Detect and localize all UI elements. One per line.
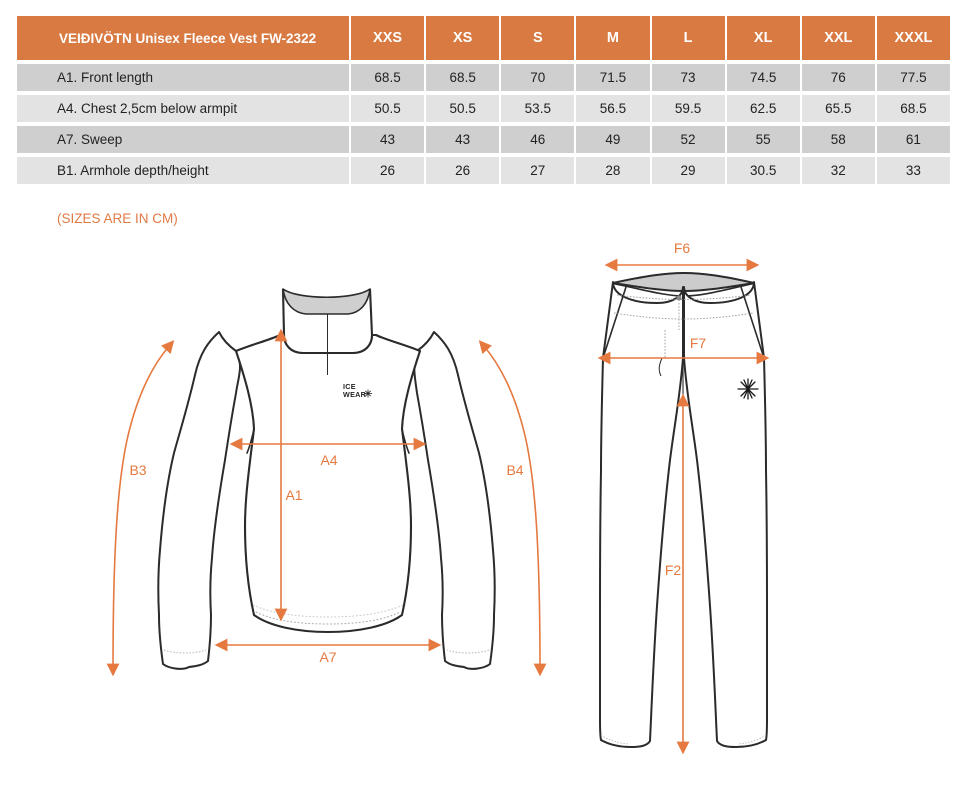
svg-text:WEAR: WEAR — [343, 390, 367, 399]
svg-text:F7: F7 — [690, 335, 707, 351]
svg-text:F2: F2 — [665, 562, 682, 578]
svg-text:B4: B4 — [506, 462, 523, 478]
svg-text:A4: A4 — [320, 452, 337, 468]
svg-text:F6: F6 — [674, 240, 691, 256]
svg-text:A1: A1 — [285, 487, 302, 503]
svg-text:B3: B3 — [129, 462, 146, 478]
svg-text:A7: A7 — [319, 649, 336, 665]
